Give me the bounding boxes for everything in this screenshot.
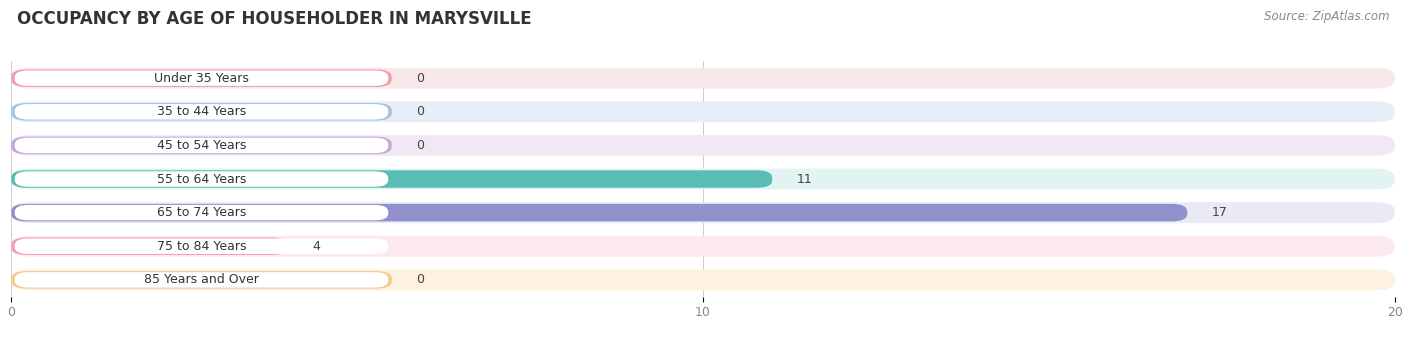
Text: 4: 4 — [312, 240, 321, 253]
FancyBboxPatch shape — [14, 238, 388, 254]
Text: 17: 17 — [1212, 206, 1227, 219]
Text: 55 to 64 Years: 55 to 64 Years — [157, 173, 246, 186]
Text: 85 Years and Over: 85 Years and Over — [143, 273, 259, 286]
Text: 0: 0 — [416, 105, 425, 118]
FancyBboxPatch shape — [11, 238, 288, 255]
Text: 0: 0 — [416, 273, 425, 286]
FancyBboxPatch shape — [11, 202, 1395, 223]
FancyBboxPatch shape — [11, 204, 1187, 221]
FancyBboxPatch shape — [11, 168, 1395, 190]
FancyBboxPatch shape — [14, 171, 388, 187]
FancyBboxPatch shape — [11, 269, 1395, 290]
FancyBboxPatch shape — [11, 170, 772, 188]
FancyBboxPatch shape — [14, 272, 388, 287]
Text: 65 to 74 Years: 65 to 74 Years — [157, 206, 246, 219]
FancyBboxPatch shape — [14, 71, 388, 86]
Text: 0: 0 — [416, 139, 425, 152]
Text: 45 to 54 Years: 45 to 54 Years — [157, 139, 246, 152]
FancyBboxPatch shape — [11, 236, 1395, 257]
Text: 35 to 44 Years: 35 to 44 Years — [157, 105, 246, 118]
FancyBboxPatch shape — [14, 205, 388, 220]
FancyBboxPatch shape — [11, 101, 1395, 122]
Text: 11: 11 — [796, 173, 813, 186]
Text: Under 35 Years: Under 35 Years — [155, 72, 249, 85]
Text: 0: 0 — [416, 72, 425, 85]
Text: OCCUPANCY BY AGE OF HOUSEHOLDER IN MARYSVILLE: OCCUPANCY BY AGE OF HOUSEHOLDER IN MARYS… — [17, 10, 531, 28]
FancyBboxPatch shape — [11, 271, 392, 288]
Text: 75 to 84 Years: 75 to 84 Years — [156, 240, 246, 253]
FancyBboxPatch shape — [11, 135, 1395, 156]
FancyBboxPatch shape — [11, 137, 392, 154]
FancyBboxPatch shape — [14, 104, 388, 120]
FancyBboxPatch shape — [11, 103, 392, 120]
FancyBboxPatch shape — [14, 138, 388, 153]
FancyBboxPatch shape — [11, 70, 392, 87]
FancyBboxPatch shape — [11, 68, 1395, 89]
Text: Source: ZipAtlas.com: Source: ZipAtlas.com — [1264, 10, 1389, 23]
